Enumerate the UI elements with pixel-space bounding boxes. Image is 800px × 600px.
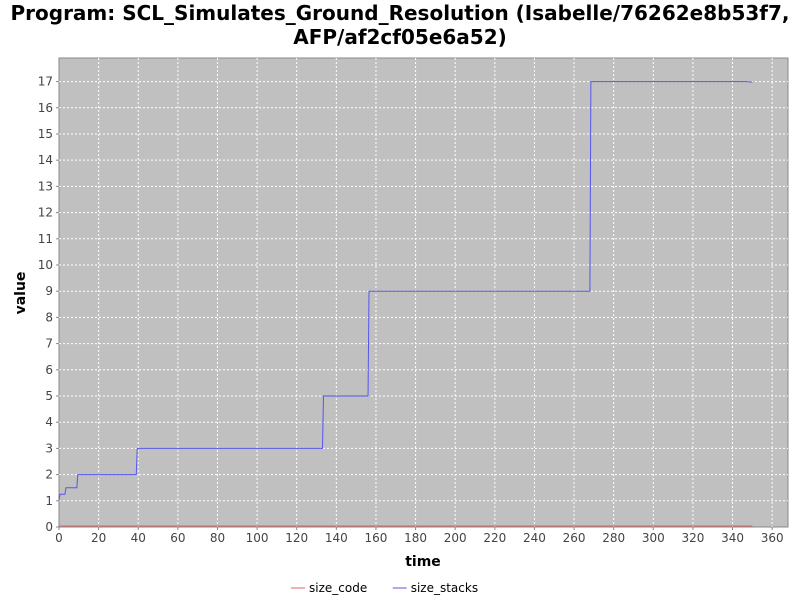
y-tick-label: 16 <box>38 101 53 115</box>
x-tick-label: 220 <box>483 531 506 545</box>
axis-layer: 0 20 40 60 80 100 120 140 160 180 200 220 240 260 280 3… <box>38 75 784 545</box>
legend-label-size-stacks: size_stacks <box>411 581 478 595</box>
x-tick-label: 200 <box>444 531 467 545</box>
x-tick-label: 140 <box>325 531 348 545</box>
y-tick-label: 12 <box>38 206 53 220</box>
x-tick-label: 240 <box>523 531 546 545</box>
x-tick-label: 280 <box>602 531 625 545</box>
y-tick-label: 2 <box>45 468 53 482</box>
y-tick-label: 15 <box>38 127 53 141</box>
grid-layer <box>59 58 788 527</box>
series-line-size-stacks <box>58 81 753 501</box>
y-tick-label: 11 <box>38 232 53 246</box>
x-tick-label: 320 <box>681 531 704 545</box>
chart-title-line-1: Program: SCL_Simulates_Ground_Resolution… <box>10 1 790 25</box>
x-tick-label: 160 <box>365 531 388 545</box>
chart-title-line-2: AFP/af2cf05e6a52) <box>293 25 507 49</box>
x-tick-label: 40 <box>131 531 146 545</box>
y-tick-label: 6 <box>45 363 53 377</box>
x-tick-label: 0 <box>55 531 63 545</box>
y-tick-label: 3 <box>45 441 53 455</box>
x-tick-label: 260 <box>563 531 586 545</box>
x-tick-label: 340 <box>721 531 744 545</box>
series-layer <box>58 81 753 527</box>
y-tick-label: 17 <box>38 75 53 89</box>
x-tick-label: 80 <box>210 531 225 545</box>
y-tick-label: 7 <box>45 337 53 351</box>
plot-background <box>58 57 789 528</box>
x-axis-label: time <box>405 554 441 570</box>
y-tick-label: 5 <box>45 389 53 403</box>
x-tick-label: 20 <box>91 531 106 545</box>
y-tick-label: 0 <box>45 520 53 534</box>
y-tick-label: 9 <box>45 284 53 298</box>
legend-layer: size_code size_stacks <box>291 581 478 595</box>
y-tick-label: 14 <box>38 153 53 167</box>
y-tick-label: 10 <box>38 258 53 272</box>
x-tick-label: 180 <box>404 531 427 545</box>
x-tick-label: 300 <box>642 531 665 545</box>
y-tick-label: 1 <box>45 494 53 508</box>
legend-label-size-code: size_code <box>309 581 367 595</box>
y-axis-label: value <box>13 272 29 315</box>
y-tick-label: 13 <box>38 179 53 193</box>
x-tick-label: 60 <box>170 531 185 545</box>
x-tick-label: 100 <box>246 531 269 545</box>
y-tick-label: 8 <box>45 310 53 324</box>
y-tick-label: 4 <box>45 415 53 429</box>
x-tick-label: 120 <box>285 531 308 545</box>
x-tick-label: 360 <box>761 531 784 545</box>
